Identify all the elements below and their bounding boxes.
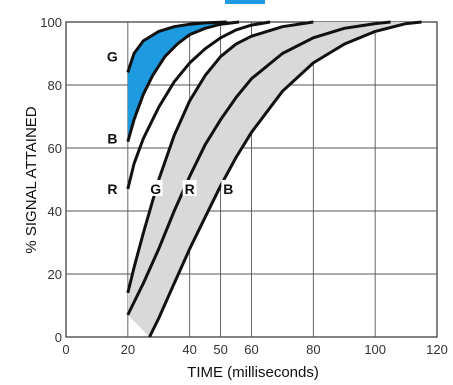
curve-label-bg [105,179,120,196]
series-curve [148,20,422,338]
x-tick-label: 80 [306,342,320,357]
curve-label: B [107,131,117,147]
curve-label-bg [221,179,236,196]
band-fill-4 [127,22,422,337]
y-tick-label: 40 [48,204,62,219]
x-tick-label: 50 [213,342,227,357]
y-tick-label: 20 [48,267,62,282]
series-curve [126,20,240,143]
x-tick-label: 0 [62,342,69,357]
series-curve [126,20,227,73]
curve-label-bg [148,179,163,196]
band-fill-1 [127,22,240,142]
x-tick-label: 20 [121,342,135,357]
x-tick-label: 100 [364,342,386,357]
x-tick-label: 120 [426,342,448,357]
y-tick-label: 60 [48,141,62,156]
curve-label: G [150,181,161,197]
curve-label: R [185,181,195,197]
curve-label-bg [182,179,197,196]
y-tick-label: 80 [48,78,62,93]
series-curve [126,20,271,190]
y-tick-label: 0 [55,330,62,345]
curve-label-bg [105,129,120,146]
x-tick-label: 60 [244,342,258,357]
curve-label: R [107,181,117,197]
x-axis-label: TIME (milliseconds) [187,364,319,381]
y-axis-label: % SIGNAL ATTAINED [23,106,40,253]
curve-label: B [223,181,233,197]
x-tick-label: 40 [182,342,196,357]
curve-label: G [107,49,118,65]
series-curve [126,20,391,316]
series-curve [126,20,314,294]
curve-label-bg [105,47,120,64]
y-tick-label: 100 [40,15,62,30]
top-accent [225,0,265,4]
